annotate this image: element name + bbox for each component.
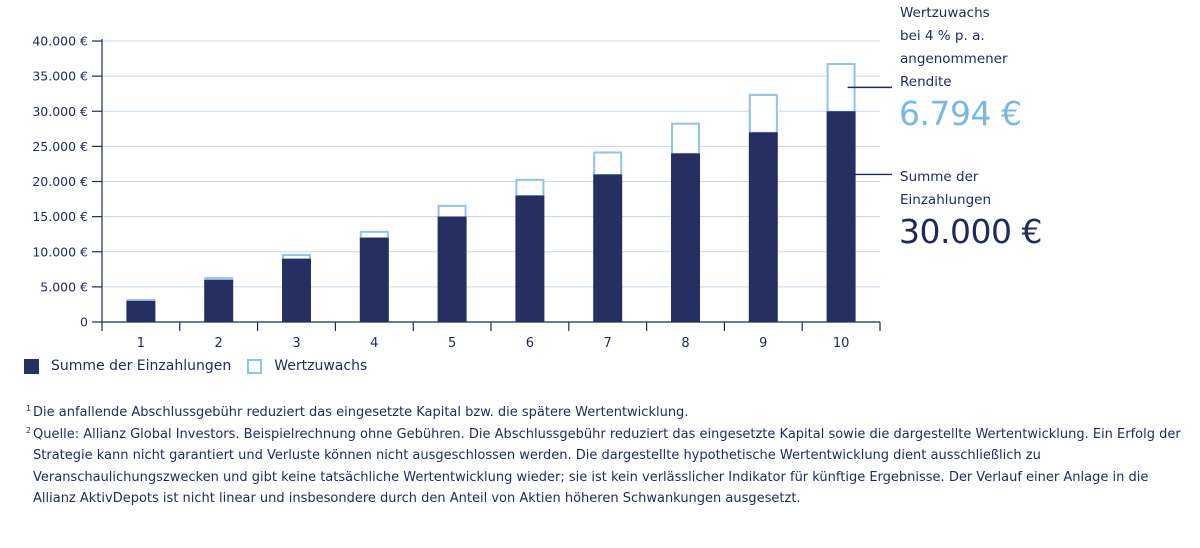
sum-label-line: Summe der xyxy=(900,169,979,185)
footnote-2: 2 Quelle: Allianz Global Investors. Beis… xyxy=(26,424,1186,510)
bar-growth xyxy=(671,122,700,155)
bar-deposits xyxy=(593,174,623,322)
chart-legend: Summe der Einzahlungen Wertzuwachs xyxy=(24,358,367,374)
sum-value: 30.000 € xyxy=(899,212,1042,251)
y-tick-label: 25.000 € xyxy=(32,139,88,154)
x-tick-label: 3 xyxy=(292,336,300,351)
bar-growth xyxy=(359,230,389,240)
x-tick-label: 8 xyxy=(681,336,689,351)
legend-label-deposits: Summe der Einzahlungen xyxy=(51,358,232,374)
bar-deposits xyxy=(826,111,856,322)
legend-label-growth: Wertzuwachs xyxy=(274,358,368,374)
y-tick-label: 15.000 € xyxy=(32,209,88,224)
sum-label-line: Einzahlungen xyxy=(900,192,992,208)
x-tick-label: 7 xyxy=(604,336,612,351)
footnote-text: Die anfallende Abschlussgebühr reduziert… xyxy=(33,405,689,420)
legend-swatch-growth xyxy=(247,358,263,374)
y-tick-label: 35.000 € xyxy=(32,69,88,84)
footnotes: 1 Die anfallende Abschlussgebühr reduzie… xyxy=(26,402,1186,510)
footnote-mark: 2 xyxy=(26,425,32,435)
bar-deposits xyxy=(282,258,311,322)
growth-annotation-label: Wertzuwachs bei 4 % p. a. angenommener R… xyxy=(900,2,1008,94)
y-tick-label: 5.000 € xyxy=(40,279,88,294)
growth-label-line: Rendite xyxy=(900,74,952,90)
bar-deposits xyxy=(126,300,156,322)
footnote-text: Quelle: Allianz Global Investors. Beispi… xyxy=(33,426,1181,507)
bar-growth xyxy=(515,178,545,198)
x-tick-label: 5 xyxy=(448,336,456,351)
bar-deposits xyxy=(671,153,700,322)
footnote-mark: 1 xyxy=(26,404,32,413)
bar-deposits xyxy=(437,216,467,322)
bar-deposits xyxy=(748,132,778,322)
y-tick-label: 10.000 € xyxy=(32,244,88,259)
bar-chart: 0 5.000 € 10.000 € 15.000 € 20.000 € 25.000 €… xyxy=(32,34,892,351)
y-tick-label: 40.000 € xyxy=(32,34,88,49)
bar-deposits xyxy=(359,237,389,322)
legend-swatch-deposits xyxy=(24,358,39,374)
x-tick-label: 10 xyxy=(833,336,850,351)
bar-growth xyxy=(282,254,311,261)
x-tick-label: 9 xyxy=(759,336,767,351)
bar-deposits xyxy=(204,279,234,322)
y-tick-label: 0 xyxy=(80,315,88,330)
sum-annotation-label: Summe der Einzahlungen xyxy=(900,166,991,212)
bar-deposits xyxy=(515,195,545,322)
growth-label-line: Wertzuwachs xyxy=(900,5,990,21)
bar-growth xyxy=(748,93,778,134)
y-tick-label: 20.000 € xyxy=(32,174,88,189)
growth-label-line: angenommener xyxy=(900,51,1008,67)
x-tick-label: 1 xyxy=(137,336,145,351)
x-tick-label: 4 xyxy=(370,336,378,351)
bar-growth xyxy=(437,204,467,219)
bar-growth xyxy=(593,151,623,176)
growth-value: 6.794 € xyxy=(899,94,1022,133)
y-tick-label: 30.000 € xyxy=(32,104,88,119)
x-tick-label: 2 xyxy=(215,336,223,351)
x-tick-label: 6 xyxy=(526,336,534,351)
growth-label-line: bei 4 % p. a. xyxy=(900,28,985,44)
footnote-1: 1 Die anfallende Abschlussgebühr reduzie… xyxy=(26,402,1186,424)
